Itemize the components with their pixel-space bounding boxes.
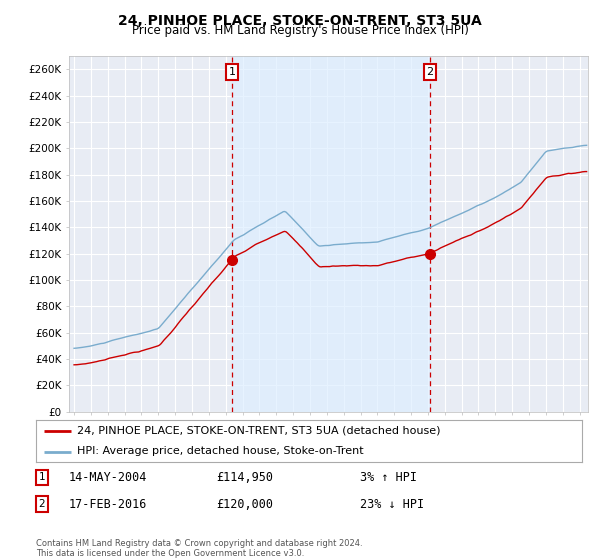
Text: £114,950: £114,950 bbox=[216, 470, 273, 484]
Text: 23% ↓ HPI: 23% ↓ HPI bbox=[360, 497, 424, 511]
Text: £120,000: £120,000 bbox=[216, 497, 273, 511]
Text: 24, PINHOE PLACE, STOKE-ON-TRENT, ST3 5UA (detached house): 24, PINHOE PLACE, STOKE-ON-TRENT, ST3 5U… bbox=[77, 426, 440, 436]
Text: 2: 2 bbox=[427, 67, 434, 77]
Text: Contains HM Land Registry data © Crown copyright and database right 2024.
This d: Contains HM Land Registry data © Crown c… bbox=[36, 539, 362, 558]
Text: 1: 1 bbox=[229, 67, 235, 77]
Bar bbox=[232, 56, 430, 412]
Text: 17-FEB-2016: 17-FEB-2016 bbox=[69, 497, 148, 511]
Text: 3% ↑ HPI: 3% ↑ HPI bbox=[360, 470, 417, 484]
Text: 24, PINHOE PLACE, STOKE-ON-TRENT, ST3 5UA: 24, PINHOE PLACE, STOKE-ON-TRENT, ST3 5U… bbox=[118, 14, 482, 28]
Text: HPI: Average price, detached house, Stoke-on-Trent: HPI: Average price, detached house, Stok… bbox=[77, 446, 364, 456]
Text: 2: 2 bbox=[38, 499, 46, 509]
Text: 14-MAY-2004: 14-MAY-2004 bbox=[69, 470, 148, 484]
Text: 1: 1 bbox=[38, 472, 46, 482]
Text: Price paid vs. HM Land Registry's House Price Index (HPI): Price paid vs. HM Land Registry's House … bbox=[131, 24, 469, 37]
